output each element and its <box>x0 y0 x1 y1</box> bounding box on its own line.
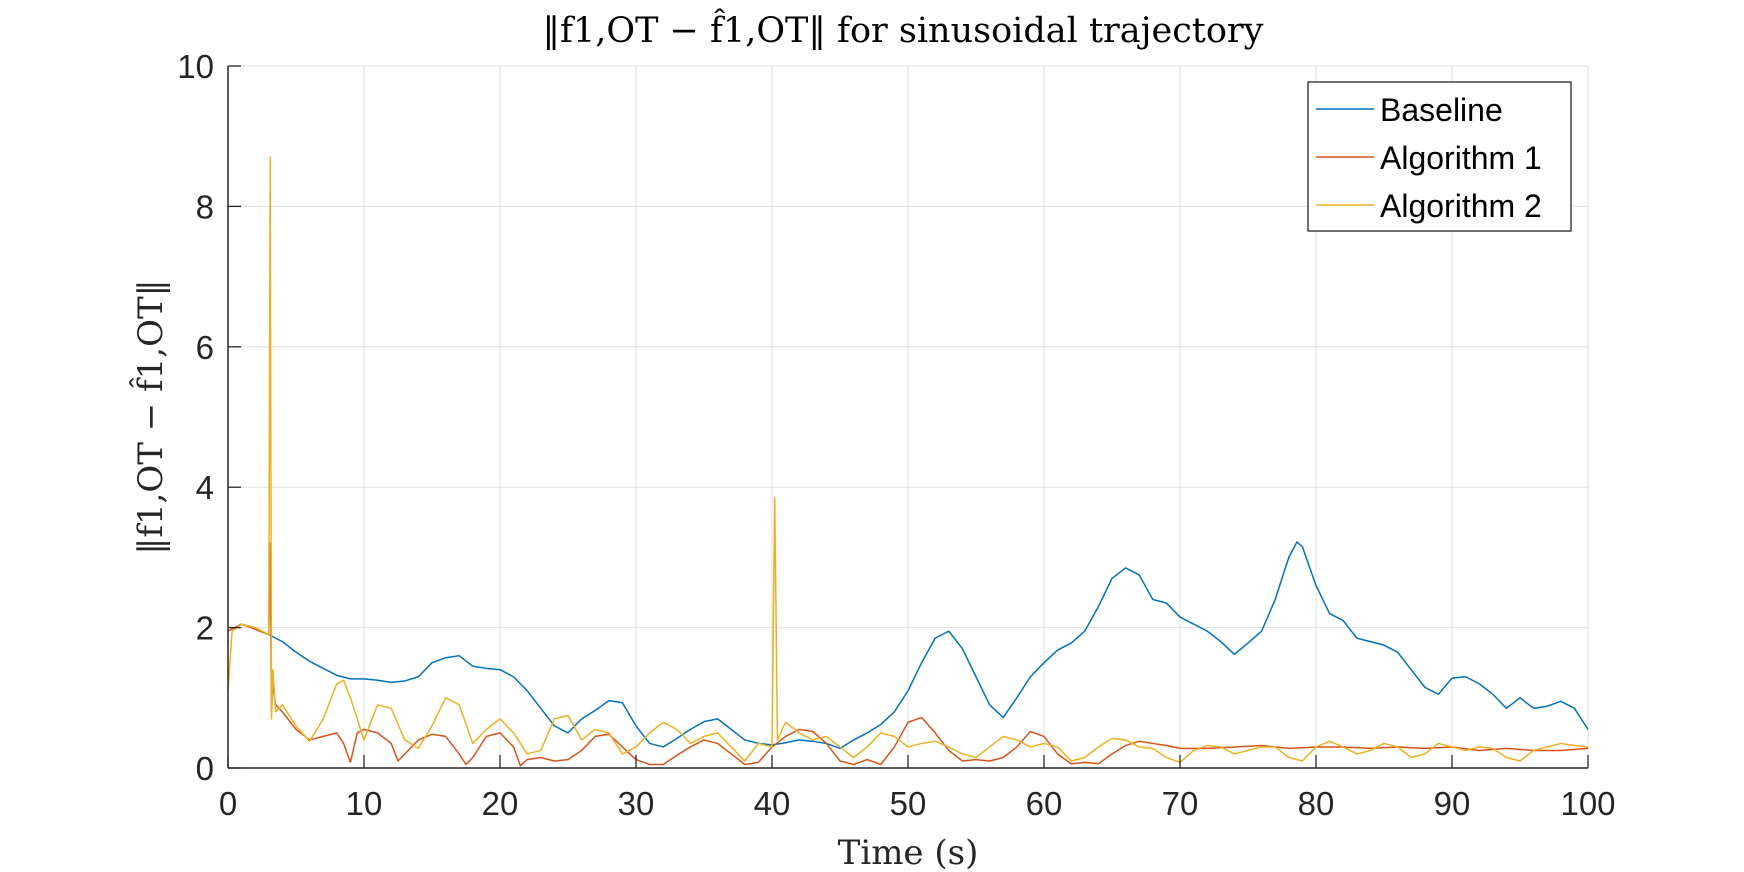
chart-title: ‖f1,OT − f̂1,OT‖ for sinusoidal trajecto… <box>543 7 1264 51</box>
series-group <box>227 156 1589 767</box>
y-tick-label: 6 <box>196 329 214 366</box>
y-tick-label: 2 <box>196 610 214 647</box>
y-tick-label: 10 <box>177 48 214 85</box>
x-tick-label: 80 <box>1298 785 1335 822</box>
x-tick-label: 0 <box>219 785 237 822</box>
legend: Baseline Algorithm 1 Algorithm 2 <box>1307 81 1572 232</box>
legend-label-baseline: Baseline <box>1380 92 1503 128</box>
x-tick-label: 60 <box>1026 785 1063 822</box>
y-tick-label: 8 <box>196 188 214 225</box>
legend-label-algorithm-1: Algorithm 1 <box>1380 140 1542 176</box>
x-axis-label: Time (s) <box>838 833 979 872</box>
y-tick-label: 0 <box>196 750 214 787</box>
tick-labels: 0 10 20 30 40 50 60 70 80 90 100 0 2 4 6 8 10 <box>177 48 1615 822</box>
y-tick-label: 4 <box>196 469 214 506</box>
x-tick-label: 40 <box>754 785 791 822</box>
x-tick-label: 50 <box>890 785 927 822</box>
x-tick-label: 30 <box>618 785 655 822</box>
series-line-algorithm-2 <box>227 156 1589 764</box>
x-tick-label: 10 <box>346 785 383 822</box>
series-line-baseline <box>227 541 1589 750</box>
x-tick-label: 20 <box>482 785 519 822</box>
x-tick-label: 90 <box>1434 785 1471 822</box>
axes <box>227 65 1589 769</box>
x-tick-label: 70 <box>1162 785 1199 822</box>
y-axis-label: ‖f1,OT − f̂1,OT‖ <box>129 279 171 554</box>
x-tick-label: 100 <box>1560 785 1615 822</box>
legend-label-algorithm-2: Algorithm 2 <box>1380 188 1542 224</box>
